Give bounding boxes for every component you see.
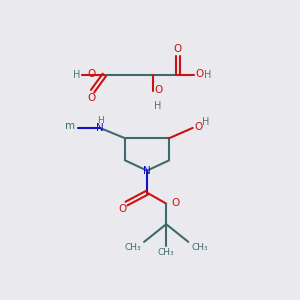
Text: N: N (96, 123, 104, 133)
Text: H: H (97, 116, 104, 125)
Text: H: H (154, 101, 162, 111)
Text: O: O (172, 198, 180, 208)
Text: O: O (154, 85, 163, 95)
Text: m: m (65, 122, 75, 131)
Text: O: O (88, 93, 96, 103)
Text: O: O (88, 69, 96, 79)
Text: H: H (202, 117, 209, 127)
Text: H: H (204, 70, 211, 80)
Text: N: N (143, 166, 151, 176)
Text: H: H (73, 70, 80, 80)
Text: CH₃: CH₃ (124, 243, 141, 252)
Text: O: O (174, 44, 182, 54)
Text: O: O (195, 69, 203, 79)
Text: CH₃: CH₃ (191, 243, 208, 252)
Text: O: O (194, 122, 202, 132)
Text: O: O (119, 205, 127, 214)
Text: CH₃: CH₃ (158, 248, 175, 257)
